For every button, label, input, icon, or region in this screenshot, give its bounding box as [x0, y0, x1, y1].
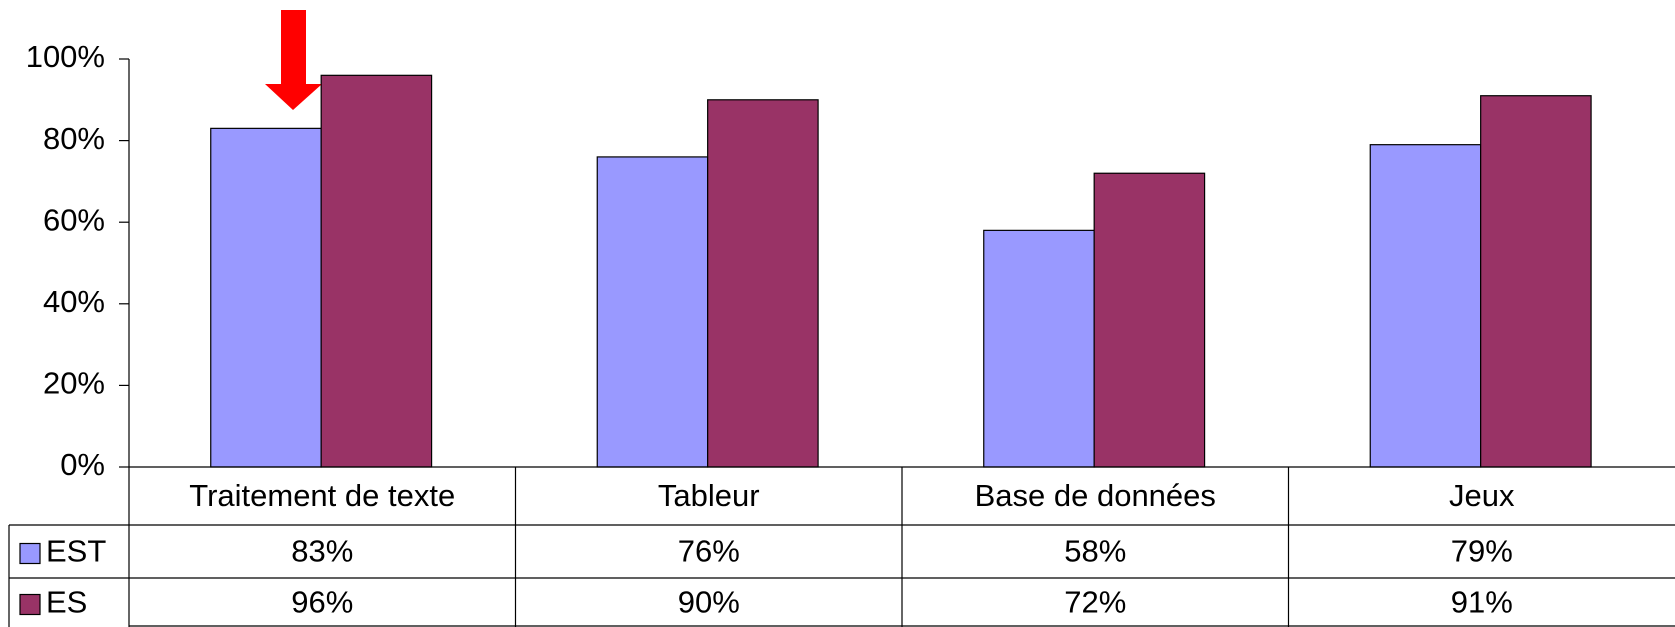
bar	[1093, 172, 1206, 468]
bar	[1480, 95, 1592, 468]
table-value: 58%	[1064, 534, 1126, 569]
y-tick-label: 60%	[43, 202, 105, 237]
bar	[1369, 144, 1482, 468]
bar	[210, 127, 322, 468]
arrow-head	[265, 84, 322, 110]
arrow	[265, 10, 322, 110]
y-tick-label: 100%	[26, 39, 105, 74]
x-tick-label: Base de données	[975, 478, 1216, 513]
legend-swatch	[19, 593, 41, 616]
x-tick-label: Traitement de texte	[189, 478, 455, 513]
bar	[707, 99, 819, 468]
table-value: 72%	[1064, 585, 1126, 620]
table-value: 96%	[291, 585, 353, 620]
table-value: 91%	[1451, 585, 1513, 620]
arrow-shaft	[281, 10, 306, 86]
table-value: 79%	[1451, 534, 1513, 569]
table-value: 76%	[678, 534, 740, 569]
bar	[596, 156, 709, 468]
y-tick-label: 40%	[43, 284, 105, 319]
y-tick-label: 80%	[43, 121, 105, 156]
bar	[320, 74, 433, 468]
legend-label: EST	[46, 534, 106, 569]
legend-swatch	[19, 542, 41, 565]
table-value: 90%	[678, 585, 740, 620]
y-tick-label: 20%	[43, 366, 105, 401]
y-tick-label: 0%	[60, 447, 105, 482]
x-tick-label: Tableur	[658, 478, 760, 513]
legend-label: ES	[46, 585, 87, 620]
bar	[983, 229, 1095, 468]
table-value: 83%	[291, 534, 353, 569]
x-tick-label: Jeux	[1449, 478, 1515, 513]
